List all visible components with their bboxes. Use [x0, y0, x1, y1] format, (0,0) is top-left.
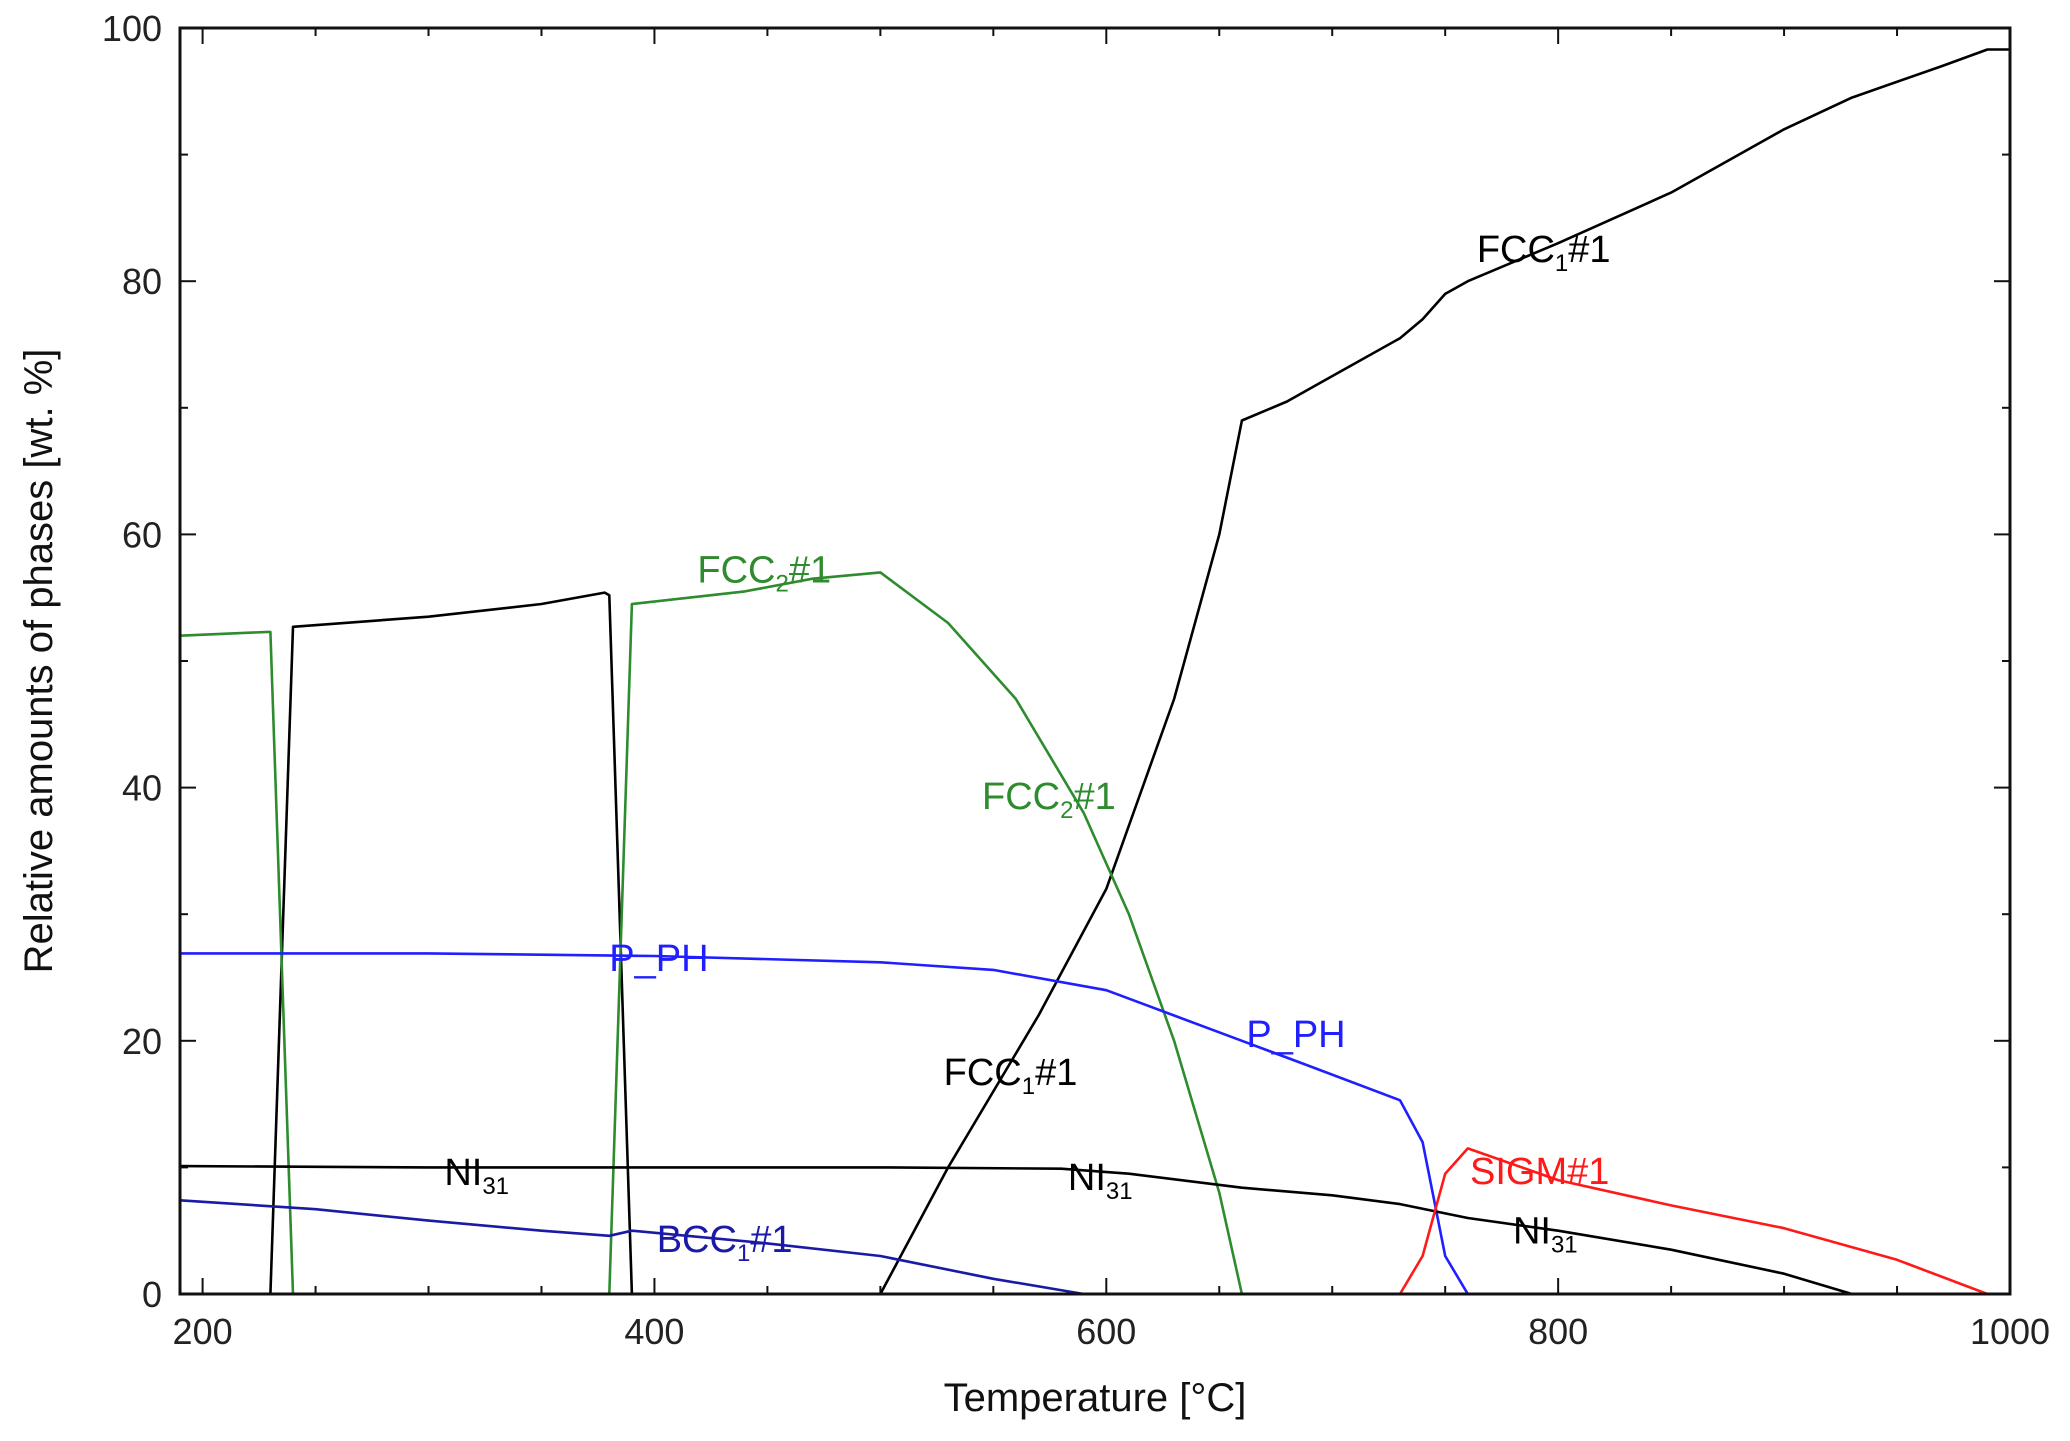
- series-label: FCC1#1: [1477, 229, 1611, 277]
- y-axis-title: Relative amounts of phases [wt. %]: [17, 349, 61, 974]
- series-label: P_PH: [609, 938, 708, 980]
- axis-ticks: [180, 27, 2011, 1295]
- series-line-fcc2: [178, 571, 1244, 1296]
- series-line-sigm: [1398, 1147, 1989, 1296]
- series-label: BCC1#1: [657, 1219, 793, 1267]
- y-tick-label: 40: [122, 768, 162, 809]
- plot-frame: [178, 26, 2012, 1296]
- series-label: NI31: [1513, 1210, 1578, 1258]
- y-tick-label: 60: [122, 514, 162, 555]
- series-label: P_PH: [1246, 1014, 1345, 1056]
- x-tick-label: 800: [1528, 1311, 1588, 1352]
- x-tick-label: 400: [624, 1311, 684, 1352]
- series-label: FCC2#1: [982, 776, 1116, 824]
- axis-tick-labels: 200 400 600 800 1000 0 20 40 60 80 100: [102, 8, 2050, 1352]
- series-labels: FCC1#1 FCC1#1 FCC2#1 FCC2#1 P_PH P_PH NI31 NI31…: [444, 229, 1610, 1267]
- y-tick-label: 80: [122, 261, 162, 302]
- x-axis-title: Temperature [°C]: [944, 1376, 1247, 1420]
- series-line-ni31: [178, 1164, 1854, 1296]
- x-tick-label: 600: [1076, 1311, 1136, 1352]
- series-label: SIGM#1: [1470, 1151, 1609, 1193]
- y-tick-label: 100: [102, 8, 162, 49]
- x-tick-label: 200: [173, 1311, 233, 1352]
- series-label: NI31: [444, 1152, 509, 1200]
- series-label: FCC1#1: [944, 1052, 1078, 1100]
- series-line-fcc1-main: [879, 48, 2012, 1296]
- series-lines: [178, 48, 2012, 1296]
- y-tick-label: 20: [122, 1021, 162, 1062]
- series-label: FCC2#1: [697, 550, 831, 598]
- series-line-bcc1: [178, 1199, 1085, 1296]
- series-label: NI31: [1068, 1157, 1133, 1205]
- x-tick-label: 1000: [1970, 1311, 2050, 1352]
- series-line-fcc1-low: [269, 591, 634, 1296]
- series-line-p-ph: [178, 952, 1470, 1296]
- y-tick-label: 0: [142, 1274, 162, 1315]
